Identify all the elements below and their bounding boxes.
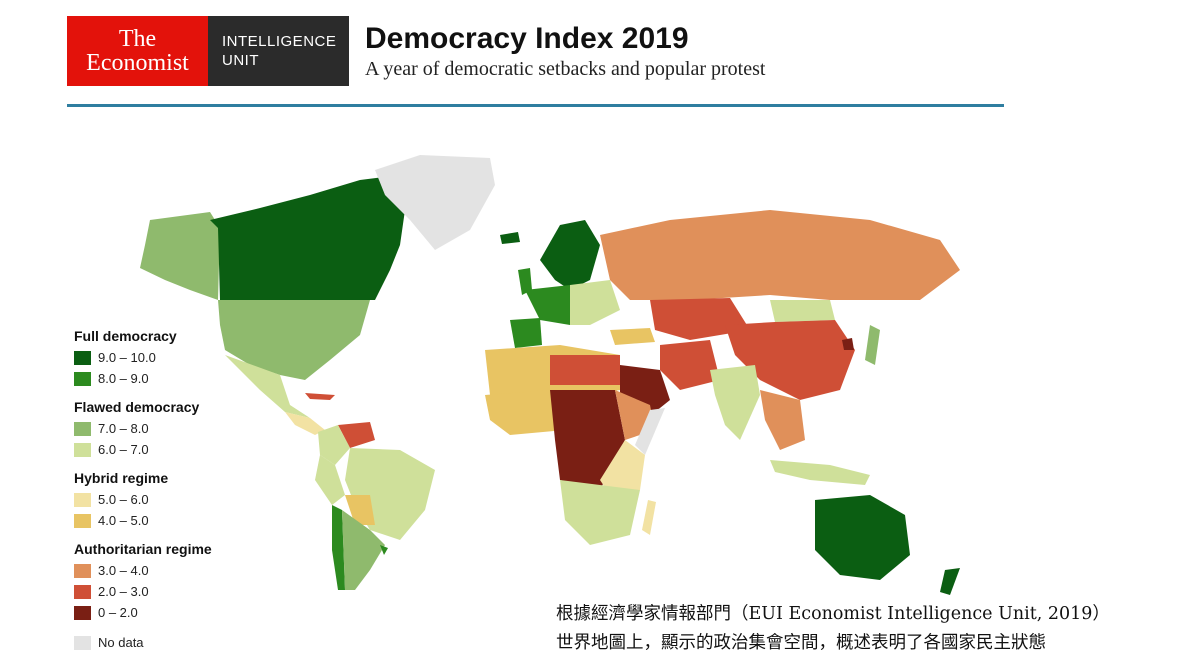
region-iran (660, 340, 720, 390)
region-iberia (510, 318, 542, 348)
region-australia (815, 495, 910, 580)
legend-swatch (74, 442, 91, 457)
region-madagascar (642, 500, 656, 535)
region-west-africa (485, 390, 565, 435)
region-argentina (342, 510, 385, 590)
legend-item: 4.0 – 5.0 (74, 510, 274, 531)
economist-intelligence-unit-logo: The Economist INTELLIGENCE UNIT (67, 16, 349, 86)
region-russia (600, 210, 960, 300)
region-peru (315, 455, 345, 505)
legend-swatch (74, 350, 91, 365)
region-central-america (285, 412, 325, 435)
region-turkey (610, 328, 655, 345)
region-colombia (318, 425, 350, 465)
legend-group-title: Full democracy (74, 328, 177, 344)
region-india (710, 365, 760, 440)
legend-group: Hybrid regime 5.0 – 6.0 4.0 – 5.0 (74, 470, 274, 531)
region-chile (332, 505, 345, 590)
legend-label: 7.0 – 8.0 (98, 421, 149, 436)
legend-item: 2.0 – 3.0 (74, 581, 274, 602)
legend-swatch (74, 605, 91, 620)
region-cuba (305, 393, 335, 400)
legend-label: 9.0 – 10.0 (98, 350, 156, 365)
legend-label: 0 – 2.0 (98, 605, 138, 620)
legend-swatch (74, 492, 91, 507)
intelligence-unit-logo: INTELLIGENCE UNIT (208, 16, 349, 86)
region-east-africa (600, 440, 645, 495)
region-uruguay (380, 545, 388, 555)
region-mexico (225, 355, 310, 418)
region-canada (210, 175, 405, 300)
economist-logo: The Economist (67, 16, 208, 86)
caption-line-2: 世界地圖上，顯示的政治集會空間，概述表明了各國家民主狀態 (556, 633, 1046, 653)
legend-label: No data (98, 635, 144, 650)
legend-label: 5.0 – 6.0 (98, 492, 149, 507)
region-japan (865, 325, 880, 365)
region-uk (518, 268, 532, 295)
region-southern-africa (560, 480, 640, 545)
legend-group-title: Hybrid regime (74, 470, 169, 486)
legend-label: 3.0 – 4.0 (98, 563, 149, 578)
region-southeast-asia (760, 390, 805, 450)
map-subtitle: A year of democratic setbacks and popula… (365, 58, 766, 80)
legend-item: 5.0 – 6.0 (74, 489, 274, 510)
unit-line-2: UNIT (222, 52, 259, 69)
legend-group: Authoritarian regime 3.0 – 4.0 2.0 – 3.0… (74, 541, 274, 623)
region-venezuela (338, 422, 375, 448)
region-greenland (375, 155, 495, 250)
legend-swatch (74, 584, 91, 599)
legend-group: Full democracy 9.0 – 10.0 8.0 – 9.0 (74, 328, 274, 389)
region-scandinavia (540, 220, 600, 290)
legend-group: Flawed democracy 7.0 – 8.0 6.0 – 7.0 (74, 399, 274, 460)
header-divider (67, 104, 1004, 107)
region-iceland (500, 232, 520, 244)
region-eastern-europe (570, 280, 620, 325)
map-legend: Full democracy 9.0 – 10.0 8.0 – 9.0 Flaw… (74, 328, 274, 653)
region-libya-egypt (550, 355, 620, 385)
legend-item: 9.0 – 10.0 (74, 347, 274, 368)
legend-item: 0 – 2.0 (74, 602, 274, 623)
chinese-caption: 根據經濟學家情報部門（EUI Economist Intelligence Un… (556, 600, 1110, 658)
legend-label: 2.0 – 3.0 (98, 584, 149, 599)
region-central-asia (650, 298, 750, 340)
legend-label: 8.0 – 9.0 (98, 371, 149, 386)
legend-group-title: Authoritarian regime (74, 541, 212, 557)
region-central-africa (550, 390, 625, 490)
legend-item: 6.0 – 7.0 (74, 439, 274, 460)
legend-label: 6.0 – 7.0 (98, 442, 149, 457)
legend-swatch (74, 635, 91, 650)
logo-line-1: The (118, 26, 157, 52)
region-mongolia (770, 300, 835, 322)
caption-line-1: 根據經濟學家情報部門（EUI Economist Intelligence Un… (556, 604, 1110, 624)
legend-group-title: Flawed democracy (74, 399, 200, 415)
logo-line-2: Economist (86, 50, 189, 76)
region-new-zealand (940, 568, 960, 595)
map-title: Democracy Index 2019 (365, 22, 689, 55)
region-china (725, 320, 855, 400)
unit-line-1: INTELLIGENCE (222, 33, 337, 50)
legend-item: 7.0 – 8.0 (74, 418, 274, 439)
legend-item: 3.0 – 4.0 (74, 560, 274, 581)
region-alaska (140, 212, 220, 300)
legend-swatch (74, 563, 91, 578)
legend-item: 8.0 – 9.0 (74, 368, 274, 389)
region-usa (218, 300, 370, 380)
legend-swatch (74, 513, 91, 528)
region-north-korea (842, 338, 854, 350)
region-somalia (635, 408, 665, 455)
legend-swatch (74, 371, 91, 386)
world-map (140, 155, 960, 595)
region-indonesia (770, 460, 870, 485)
legend-swatch (74, 421, 91, 436)
legend-item-no-data: No data (74, 632, 274, 653)
legend-label: 4.0 – 5.0 (98, 513, 149, 528)
